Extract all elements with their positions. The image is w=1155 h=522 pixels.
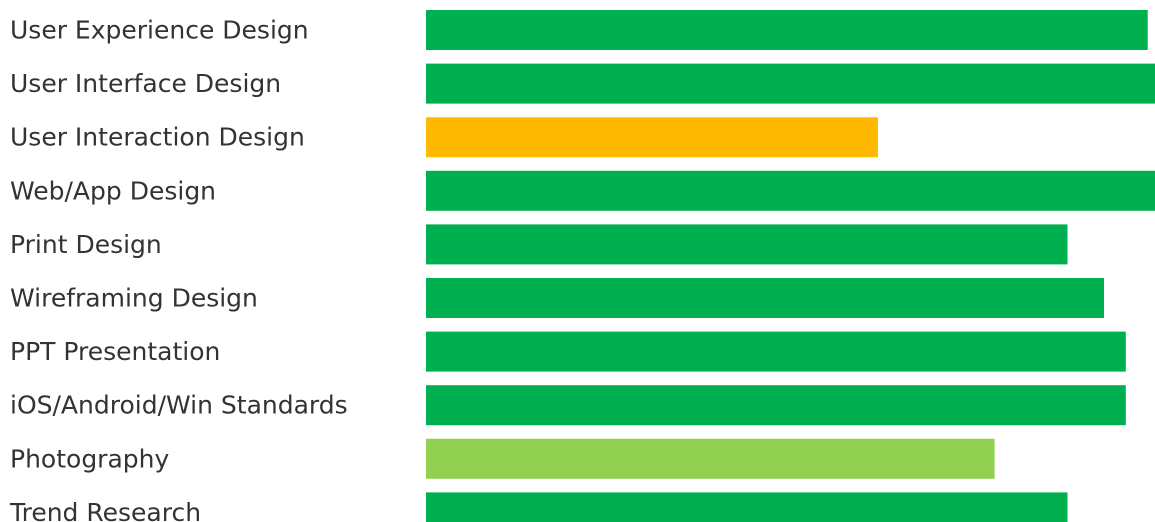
category-label: Web/App Design: [10, 176, 216, 205]
category-label: PPT Presentation: [10, 337, 220, 366]
bar: [426, 278, 1104, 318]
category-label: User Interaction Design: [10, 123, 305, 152]
bar: [426, 63, 1155, 104]
category-label: Print Design: [10, 230, 162, 259]
bars: [426, 10, 1155, 522]
category-label: User Experience Design: [10, 16, 309, 45]
category-label: iOS/Android/Win Standards: [10, 391, 348, 420]
bar: [426, 170, 1155, 211]
bar: [426, 492, 1068, 522]
bar: [426, 438, 995, 479]
bar: [426, 10, 1148, 50]
category-label: User Interface Design: [10, 69, 281, 98]
category-label: Trend Research: [9, 498, 201, 522]
bar: [426, 331, 1126, 372]
bar: [426, 385, 1126, 426]
category-label: Photography: [10, 444, 169, 473]
category-label: Wireframing Design: [10, 284, 258, 313]
category-labels: User Experience Design User Interface De…: [9, 16, 348, 522]
bar: [426, 224, 1068, 265]
bar: [426, 117, 878, 158]
